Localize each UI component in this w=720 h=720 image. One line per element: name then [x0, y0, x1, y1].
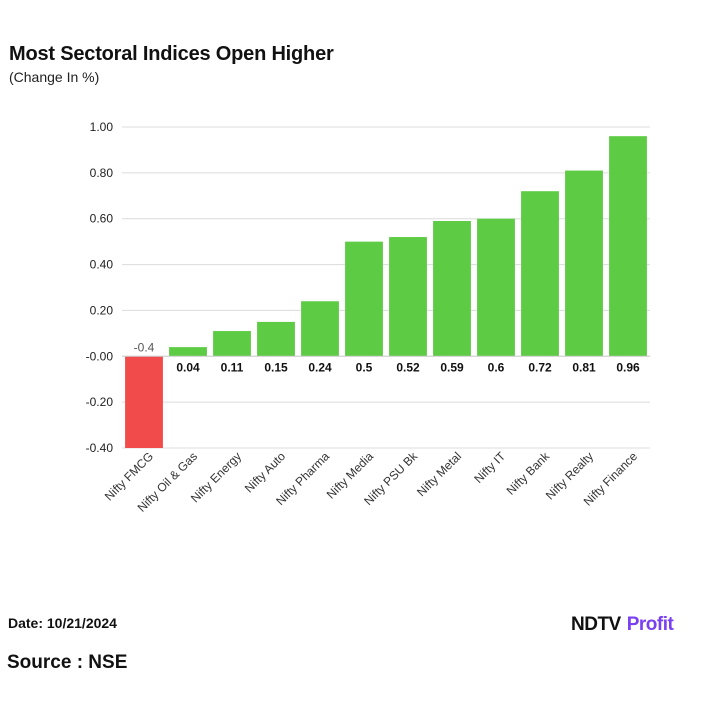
y-tick-label: 1.00 [90, 120, 114, 134]
bar-chart: 1.00 0.80 0.60 0.40 0.20 -0.00 -0.20 -0.40 -0.4 N… [86, 120, 650, 515]
data-label: 0.52 [396, 360, 420, 374]
data-label: 0.24 [308, 360, 332, 374]
y-tick-label: 0.80 [90, 166, 114, 180]
data-label: 0.81 [572, 360, 596, 374]
bar [125, 356, 163, 448]
bar [345, 241, 383, 357]
y-tick-label: 0.20 [90, 303, 114, 317]
data-label: 0.15 [264, 360, 288, 374]
data-label: 0.59 [440, 360, 464, 374]
data-label: 0.6 [488, 360, 505, 374]
y-tick-label: 0.40 [90, 258, 114, 272]
x-tick-label: Nifty Auto [242, 449, 288, 495]
chart-subtitle: (Change In %) [9, 69, 100, 85]
y-tick-label: 0.60 [90, 212, 114, 226]
data-label: 0.04 [176, 360, 200, 374]
data-label: 0.72 [528, 360, 552, 374]
y-tick-label: -0.20 [86, 395, 114, 409]
bar [433, 221, 471, 357]
source-label: Source : NSE [7, 652, 128, 673]
bar [257, 321, 295, 357]
ndtv-profit-logo: NDTV Profit [571, 614, 674, 636]
data-label: 0.96 [616, 360, 640, 374]
logo-profit-text: Profit [626, 614, 674, 635]
data-label: 0.11 [221, 360, 244, 374]
bar [609, 136, 647, 357]
bar [169, 347, 207, 357]
bar [521, 191, 559, 357]
x-tick-label: Nifty IT [471, 449, 508, 486]
bar [565, 170, 603, 357]
data-label: 0.5 [356, 360, 373, 374]
chart-title: Most Sectoral Indices Open Higher [9, 43, 334, 65]
x-tick-label: Nifty Metal [414, 449, 464, 499]
y-tick-label: -0.40 [86, 441, 114, 455]
y-tick-label: -0.00 [86, 349, 114, 363]
bar [213, 331, 251, 357]
bar [389, 237, 427, 357]
date-label: Date: 10/21/2024 [8, 615, 117, 631]
bar [301, 301, 339, 357]
logo-ndtv-text: NDTV [571, 614, 621, 635]
bar [477, 218, 515, 357]
data-label: -0.4 [134, 340, 155, 354]
